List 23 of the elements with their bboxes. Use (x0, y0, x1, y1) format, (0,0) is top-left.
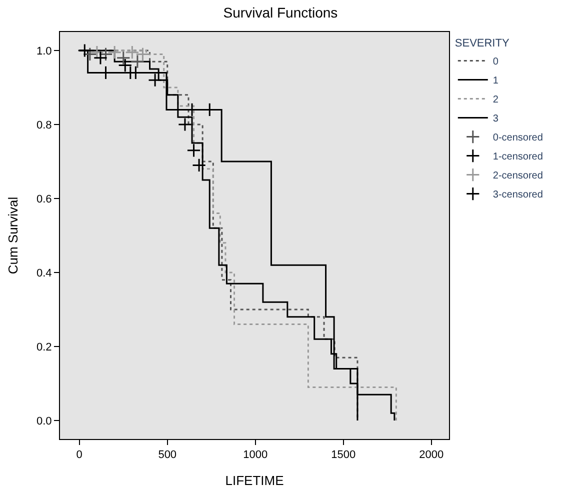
legend-label: 2 (492, 94, 499, 106)
legend-label: 0-censored (492, 132, 543, 144)
x-axis-title: LIFETIME (225, 472, 284, 488)
y-tick-label: 0.0 (36, 415, 52, 428)
y-tick-label: 0.8 (36, 119, 52, 132)
y-tick-label: 0.6 (36, 193, 52, 206)
y-tick-label: 0.2 (36, 341, 52, 354)
x-tick-label: 2000 (419, 449, 444, 462)
legend-title: SEVERITY (454, 37, 510, 50)
legend-label: 1 (492, 76, 499, 87)
legend-label: 1-censored (492, 152, 543, 163)
chart-title: Survival Functions (223, 4, 338, 20)
legend-label: 0 (492, 56, 499, 68)
legend-label: 3-censored (492, 190, 543, 201)
y-tick-label: 0.4 (36, 267, 52, 280)
x-tick-label: 1500 (331, 449, 356, 462)
legend-label: 3 (492, 114, 499, 125)
x-tick-label: 500 (158, 449, 177, 462)
x-tick-label: 0 (76, 449, 82, 462)
y-axis-title: Cum Survival (5, 196, 20, 274)
legend-label: 2-censored (492, 170, 543, 182)
x-tick-label: 1000 (243, 449, 268, 462)
y-tick-label: 1.0 (36, 45, 52, 58)
